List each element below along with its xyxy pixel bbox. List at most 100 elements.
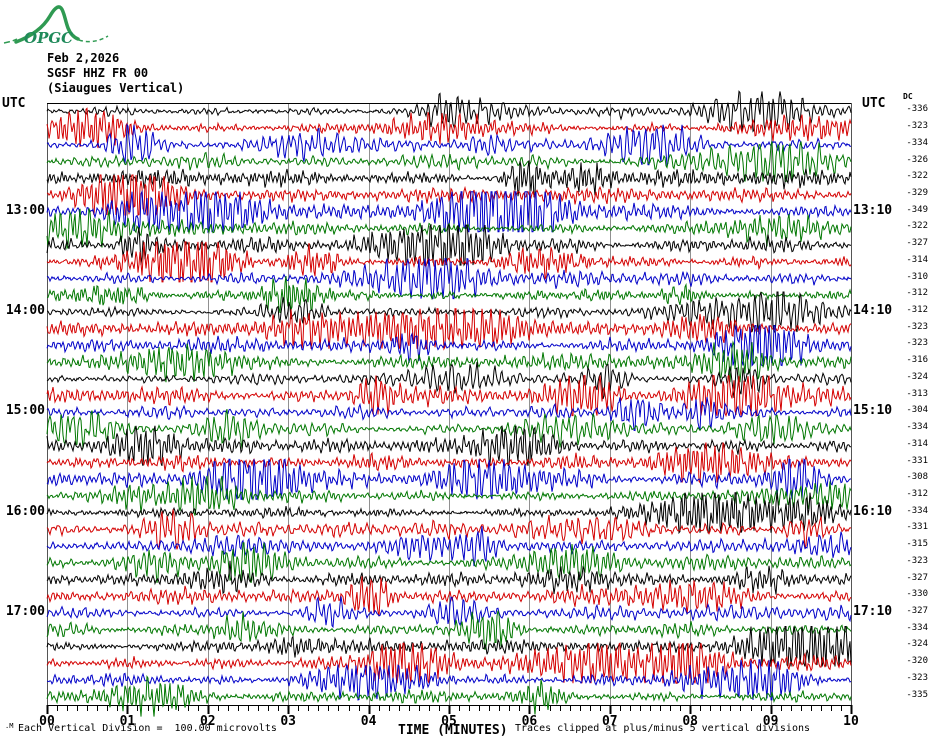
opgc-logo: OPGC <box>2 2 127 52</box>
seismic-trace-row-26 <box>46 509 852 550</box>
seismic-trace-row-16 <box>46 340 852 383</box>
seismic-trace-row-24 <box>46 475 852 516</box>
logo-mountain-curve <box>14 5 80 44</box>
x-tick-label: 10 <box>843 714 859 729</box>
seismic-trace-row-22 <box>46 442 852 484</box>
hour-label-right: 13:10 <box>853 202 893 218</box>
hour-label-left: 13:00 <box>5 202 45 218</box>
header-station-name: (Siaugues Vertical) <box>47 81 185 95</box>
seismic-trace-row-17 <box>46 362 852 400</box>
hour-label-right: 14:10 <box>853 303 893 319</box>
tiny-mark: .M <box>5 722 14 730</box>
x-tick-label: 04 <box>360 714 377 729</box>
x-tick-label: 05 <box>441 714 457 729</box>
x-tick-label: 01 <box>119 714 136 729</box>
hour-label-left: 17:00 <box>5 604 45 620</box>
dc-value: -329 <box>906 187 928 198</box>
seismic-trace-row-32 <box>46 610 852 650</box>
dc-value: -349 <box>906 204 928 215</box>
seismic-trace-row-6 <box>46 174 852 217</box>
seismic-trace-row-8 <box>46 208 852 250</box>
seismic-trace-row-10 <box>46 241 852 283</box>
seismic-trace-row-11 <box>46 257 852 300</box>
x-tick-label: 07 <box>601 714 618 729</box>
logo-dash-right <box>78 35 109 43</box>
dc-value: -322 <box>906 171 928 182</box>
clip-note: Traces clipped at plus/minus 5 vertical … <box>515 723 811 734</box>
seismic-trace-row-9 <box>46 223 851 267</box>
dc-value: -323 <box>906 555 928 566</box>
dc-value: -322 <box>906 221 928 232</box>
seismic-trace-row-19 <box>46 397 852 432</box>
dc-value: -334 <box>906 622 928 633</box>
seismic-trace-row-35 <box>47 659 852 701</box>
dc-value: -310 <box>906 271 928 282</box>
dc-value: -304 <box>906 405 928 416</box>
scale-note: Each Vertical Division = 100.00 microvol… <box>18 723 277 734</box>
x-tick-label: 08 <box>682 714 699 729</box>
dc-value: -323 <box>906 321 928 332</box>
dc-value: -327 <box>906 238 928 249</box>
seismic-trace-row-25 <box>46 492 852 535</box>
dc-value: -324 <box>906 371 928 382</box>
seismic-trace-row-28 <box>46 542 852 584</box>
hour-label-left: 16:00 <box>5 503 45 519</box>
dc-value: -316 <box>906 355 928 366</box>
seismic-trace-row-31 <box>46 596 852 629</box>
hour-label-left: 15:00 <box>5 403 45 419</box>
seismic-trace-row-33 <box>46 626 852 669</box>
dc-value: -324 <box>906 639 928 650</box>
utc-left-title: UTC <box>2 96 26 111</box>
seismic-trace-row-5 <box>46 160 852 198</box>
hour-label-right: 15:10 <box>853 403 893 419</box>
dc-value: -308 <box>906 472 928 483</box>
logo-dash-left <box>3 38 18 44</box>
seismic-trace-row-12 <box>47 275 852 314</box>
dc-value: -323 <box>906 338 928 349</box>
dc-value: -327 <box>906 572 928 583</box>
utc-right-title: UTC <box>862 96 886 111</box>
x-tick-label: 03 <box>280 714 297 729</box>
seismic-trace-row-13 <box>46 291 852 333</box>
dc-value: -312 <box>906 488 928 499</box>
dc-value: -331 <box>906 522 928 533</box>
dc-value: -334 <box>906 505 928 516</box>
dc-value: -312 <box>906 288 928 299</box>
dc-value: -330 <box>906 589 928 600</box>
seismic-trace-row-34 <box>46 642 852 684</box>
x-axis-title: TIME (MINUTES) <box>398 723 508 738</box>
dc-value: -314 <box>906 254 928 265</box>
seismic-trace-row-36 <box>46 675 852 717</box>
seismic-trace-row-3 <box>46 123 852 167</box>
dc-value: -334 <box>906 422 928 433</box>
seismic-trace-row-2 <box>46 107 852 149</box>
dc-value: -312 <box>906 305 928 316</box>
dc-value: -323 <box>906 672 928 683</box>
dc-value: -323 <box>906 121 928 132</box>
seismic-trace-row-15 <box>46 323 852 367</box>
dc-value: -314 <box>906 438 928 449</box>
logo-text: OPGC <box>24 29 73 47</box>
seismic-trace-row-30 <box>46 576 852 617</box>
seismic-trace-row-20 <box>46 408 852 449</box>
dc-value: -313 <box>906 388 928 399</box>
seismic-trace-row-1 <box>46 90 852 133</box>
x-tick-label: 06 <box>521 714 538 729</box>
x-tick-label: 09 <box>762 714 779 729</box>
hour-label-left: 14:00 <box>5 303 45 319</box>
header-station-code: SGSF HHZ FR 00 <box>47 66 149 80</box>
dc-value: -334 <box>906 137 928 148</box>
dc-value: -336 <box>906 104 928 115</box>
x-tick-label: 00 <box>39 714 55 729</box>
seismic-trace-row-29 <box>46 560 852 595</box>
seismic-trace-row-23 <box>46 458 851 500</box>
dc-value: -335 <box>906 689 928 700</box>
x-tick-label: 02 <box>199 714 216 729</box>
seismic-trace-row-18 <box>46 374 852 418</box>
hour-label-right: 17:10 <box>853 604 893 620</box>
dc-value: -315 <box>906 539 928 550</box>
dc-value: -320 <box>906 656 928 667</box>
dc-column-header: DC <box>903 92 913 101</box>
